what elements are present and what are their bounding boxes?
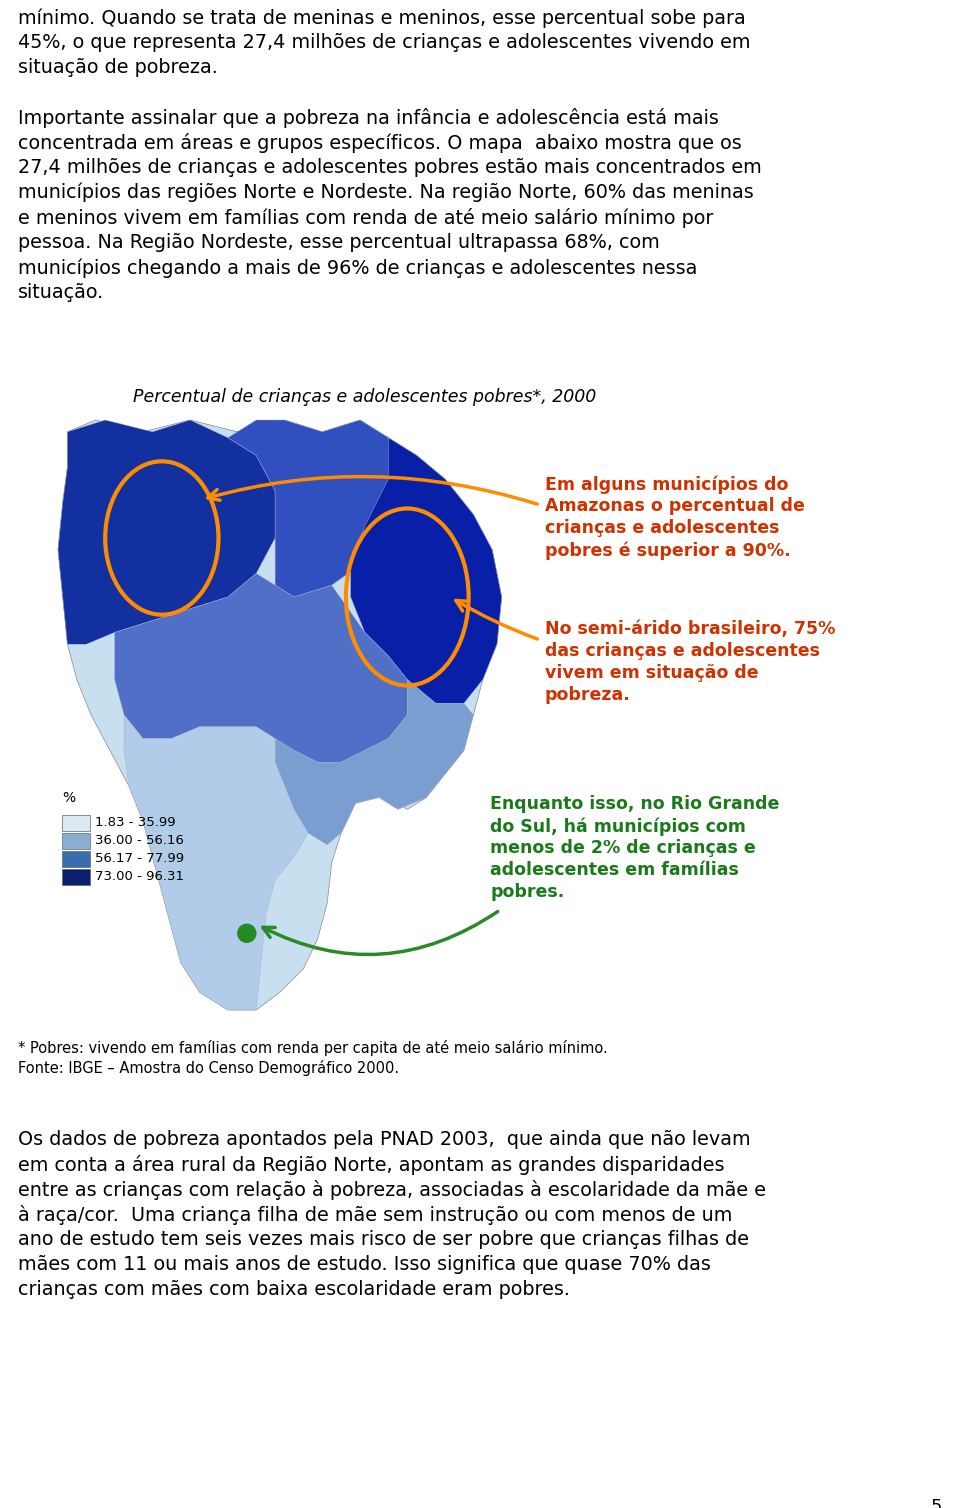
Text: Enquanto isso, no Rio Grande: Enquanto isso, no Rio Grande <box>490 795 780 813</box>
Text: Os dados de pobreza apontados pela PNAD 2003,  que ainda que não levam: Os dados de pobreza apontados pela PNAD … <box>18 1129 751 1149</box>
Text: em conta a área rural da Região Norte, apontam as grandes disparidades: em conta a área rural da Região Norte, a… <box>18 1155 725 1175</box>
Text: municípios chegando a mais de 96% de crianças e adolescentes nessa: municípios chegando a mais de 96% de cri… <box>18 258 697 277</box>
Polygon shape <box>58 421 502 1010</box>
Text: No semi-árido brasileiro, 75%: No semi-árido brasileiro, 75% <box>545 620 835 638</box>
Text: entre as crianças com relação à pobreza, associadas à escolaridade da mãe e: entre as crianças com relação à pobreza,… <box>18 1179 766 1200</box>
Text: mínimo. Quando se trata de meninas e meninos, esse percentual sobe para: mínimo. Quando se trata de meninas e men… <box>18 8 746 27</box>
Text: pobres.: pobres. <box>490 884 564 900</box>
Text: ano de estudo tem seis vezes mais risco de ser pobre que crianças filhas de: ano de estudo tem seis vezes mais risco … <box>18 1231 749 1249</box>
Text: * Pobres: vivendo em famílias com renda per capita de até meio salário mínimo.: * Pobres: vivendo em famílias com renda … <box>18 1041 608 1056</box>
Polygon shape <box>58 421 276 644</box>
Bar <box>62 851 90 867</box>
Text: menos de 2% de crianças e: menos de 2% de crianças e <box>490 838 756 857</box>
Polygon shape <box>114 573 407 762</box>
Text: adolescentes em famílias: adolescentes em famílias <box>490 861 739 879</box>
Text: 27,4 milhões de crianças e adolescentes pobres estão mais concentrados em: 27,4 milhões de crianças e adolescentes … <box>18 158 761 176</box>
Text: crianças e adolescentes: crianças e adolescentes <box>545 519 780 537</box>
Circle shape <box>238 924 255 942</box>
Text: crianças com mães com baixa escolaridade eram pobres.: crianças com mães com baixa escolaridade… <box>18 1280 570 1298</box>
Text: pobres é superior a 90%.: pobres é superior a 90%. <box>545 541 791 559</box>
Text: 5: 5 <box>930 1497 942 1508</box>
Text: 45%, o que representa 27,4 milhões de crianças e adolescentes vivendo em: 45%, o que representa 27,4 milhões de cr… <box>18 33 751 51</box>
Bar <box>62 814 90 831</box>
Text: do Sul, há municípios com: do Sul, há municípios com <box>490 817 746 835</box>
Text: à raça/cor.  Uma criança filha de mãe sem instrução ou com menos de um: à raça/cor. Uma criança filha de mãe sem… <box>18 1205 732 1224</box>
Text: Em alguns municípios do: Em alguns municípios do <box>545 475 788 493</box>
Text: vivem em situação de: vivem em situação de <box>545 664 758 682</box>
Polygon shape <box>124 715 308 1010</box>
Polygon shape <box>350 437 502 703</box>
Text: 73.00 - 96.31: 73.00 - 96.31 <box>95 870 184 884</box>
Text: Fonte: IBGE – Amostra do Censo Demográfico 2000.: Fonte: IBGE – Amostra do Censo Demográfi… <box>18 1060 399 1077</box>
Polygon shape <box>276 680 473 844</box>
Text: mães com 11 ou mais anos de estudo. Isso significa que quase 70% das: mães com 11 ou mais anos de estudo. Isso… <box>18 1255 710 1274</box>
Text: 1.83 - 35.99: 1.83 - 35.99 <box>95 816 176 829</box>
Text: i: i <box>245 929 249 938</box>
Text: e meninos vivem em famílias com renda de até meio salário mínimo por: e meninos vivem em famílias com renda de… <box>18 208 713 228</box>
Bar <box>62 832 90 849</box>
Text: Percentual de crianças e adolescentes pobres*, 2000: Percentual de crianças e adolescentes po… <box>133 388 596 406</box>
Text: situação.: situação. <box>18 284 105 302</box>
Text: municípios das regiões Norte e Nordeste. Na região Norte, 60% das meninas: municípios das regiões Norte e Nordeste.… <box>18 182 754 202</box>
Text: pobreza.: pobreza. <box>545 686 631 704</box>
Text: Importante assinalar que a pobreza na infância e adolescência está mais: Importante assinalar que a pobreza na in… <box>18 109 719 128</box>
Text: 56.17 - 77.99: 56.17 - 77.99 <box>95 852 184 866</box>
Text: 36.00 - 56.16: 36.00 - 56.16 <box>95 834 184 847</box>
Text: concentrada em áreas e grupos específicos. O mapa  abaixo mostra que os: concentrada em áreas e grupos específico… <box>18 133 742 152</box>
Text: Amazonas o percentual de: Amazonas o percentual de <box>545 498 804 516</box>
Text: situação de pobreza.: situação de pobreza. <box>18 57 218 77</box>
Text: das crianças e adolescentes: das crianças e adolescentes <box>545 642 820 661</box>
Bar <box>62 869 90 885</box>
Text: %: % <box>62 792 75 805</box>
Polygon shape <box>228 421 397 597</box>
Text: pessoa. Na Região Nordeste, esse percentual ultrapassa 68%, com: pessoa. Na Região Nordeste, esse percent… <box>18 234 660 252</box>
